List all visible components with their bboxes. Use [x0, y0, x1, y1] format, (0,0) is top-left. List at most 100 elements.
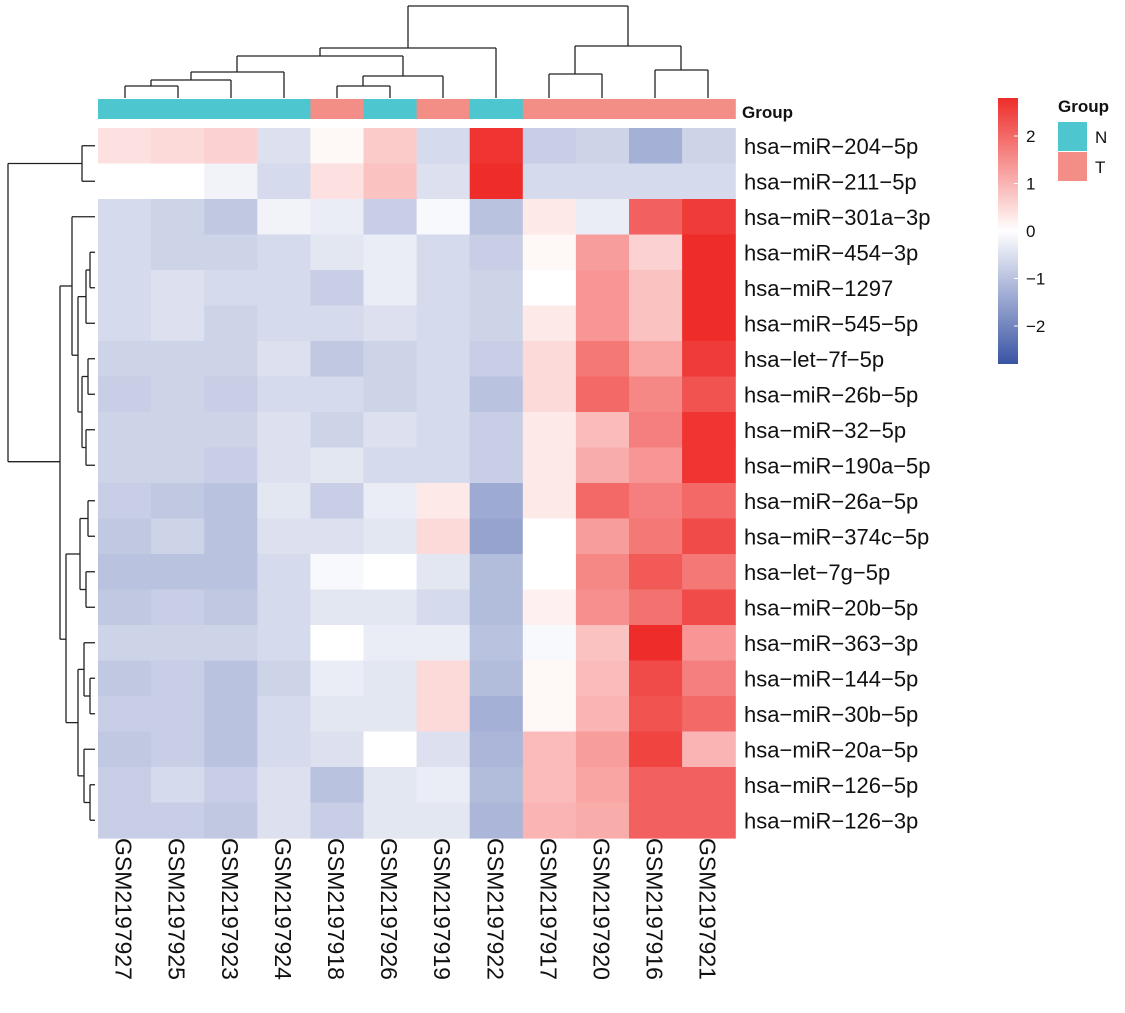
- heatmap-cell: [257, 589, 311, 626]
- heatmap-cell: [575, 234, 630, 271]
- heatmap-cell: [629, 412, 683, 449]
- row-dendrogram: [7, 145, 95, 821]
- heatmap-cell: [469, 589, 524, 626]
- heatmap-cell: [629, 305, 683, 342]
- heatmap-cell: [98, 128, 152, 165]
- heatmap-cell: [363, 589, 418, 626]
- heatmap-cell: [575, 518, 630, 555]
- gene-label: hsa−miR−26b−5p: [744, 382, 918, 407]
- heatmap-cell: [310, 767, 365, 804]
- group-annotation-cell: [257, 99, 311, 119]
- heatmap-cell: [310, 305, 365, 342]
- heatmap-cell: [98, 767, 152, 804]
- heatmap-cell: [363, 163, 418, 200]
- heatmap-cell: [310, 625, 365, 662]
- heatmap-cell: [98, 163, 152, 200]
- heatmap-cell: [682, 518, 736, 555]
- heatmap-cell: [629, 589, 683, 626]
- heatmap-cell: [575, 376, 630, 413]
- heatmap-cell: [257, 376, 311, 413]
- heatmap-cell: [98, 660, 152, 697]
- heatmap-cell: [575, 128, 630, 165]
- heatmap-cell: [310, 660, 365, 697]
- heatmap-cell: [469, 447, 524, 484]
- heatmap-cell: [257, 270, 311, 307]
- heatmap-cell: [629, 199, 683, 236]
- heatmap-cell: [363, 270, 418, 307]
- legend-label: N: [1095, 128, 1107, 147]
- heatmap-cell: [204, 199, 258, 236]
- heatmap-cell: [575, 163, 630, 200]
- gene-label: hsa−miR−144−5p: [744, 666, 918, 691]
- heatmap-cell: [363, 412, 418, 449]
- heatmap-cell: [151, 447, 205, 484]
- heatmap-cell: [416, 163, 471, 200]
- colorbar-tick-label: 1: [1026, 175, 1035, 194]
- heatmap-cell: [575, 660, 630, 697]
- heatmap-cell: [257, 802, 311, 839]
- heatmap-cell: [204, 270, 258, 307]
- heatmap-cell: [310, 589, 365, 626]
- heatmap-cell: [522, 270, 577, 307]
- heatmap-cell: [682, 696, 736, 733]
- gene-label: hsa−miR−1297: [744, 276, 893, 301]
- sample-label: GSM2197920: [588, 838, 614, 980]
- group-annotation-cell: [575, 99, 630, 119]
- heatmap-cell: [575, 802, 630, 839]
- heatmap-cell: [469, 199, 524, 236]
- heatmap-cell: [204, 518, 258, 555]
- heatmap-cell: [469, 660, 524, 697]
- heatmap-cell: [469, 234, 524, 271]
- heatmap-cell: [363, 199, 418, 236]
- heatmap-cell: [363, 767, 418, 804]
- heatmap-cell: [629, 341, 683, 378]
- heatmap-cell: [363, 376, 418, 413]
- group-annotation-cell: [416, 99, 471, 119]
- sample-labels: GSM2197927 GSM2197925 GSM2197923 GSM2197924…: [111, 838, 721, 980]
- heatmap-cell: [204, 731, 258, 768]
- gene-label: hsa−miR−26a−5p: [744, 489, 918, 514]
- heatmap-cell: [682, 376, 736, 413]
- heatmap-cell: [629, 731, 683, 768]
- heatmap-cell: [204, 660, 258, 697]
- sample-label: GSM2197927: [111, 838, 137, 980]
- heatmap-cell: [257, 305, 311, 342]
- heatmap-cell: [522, 412, 577, 449]
- heatmap-cell: [310, 234, 365, 271]
- heatmap-cell: [416, 802, 471, 839]
- heatmap-cell: [416, 412, 471, 449]
- heatmap-cell: [682, 199, 736, 236]
- heatmap-cell: [522, 128, 577, 165]
- legend-swatch: [1058, 122, 1087, 151]
- heatmap-cell: [310, 163, 365, 200]
- heatmap-cell: [522, 199, 577, 236]
- heatmap-cell: [204, 305, 258, 342]
- heatmap-cell: [522, 589, 577, 626]
- group-annotation-cell: [151, 99, 205, 119]
- gene-label: hsa−miR−30b−5p: [744, 702, 918, 727]
- heatmap-cell: [522, 305, 577, 342]
- heatmap-cell: [469, 341, 524, 378]
- colorbar-gradient: [998, 98, 1018, 364]
- heatmap-cell: [522, 802, 577, 839]
- heatmap-cell: [98, 731, 152, 768]
- heatmap-cell: [151, 305, 205, 342]
- heatmap-cell: [98, 554, 152, 591]
- heatmap-cell: [629, 802, 683, 839]
- heatmap-cell: [469, 163, 524, 200]
- heatmap-cell: [575, 270, 630, 307]
- gene-label: hsa−miR−126−3p: [744, 808, 918, 833]
- heatmap-cell: [575, 589, 630, 626]
- heatmap-cell: [522, 696, 577, 733]
- heatmap-cell: [416, 199, 471, 236]
- heatmap-cell: [363, 518, 418, 555]
- heatmap-cell: [629, 625, 683, 662]
- heatmap-cell: [98, 376, 152, 413]
- heatmap-cell: [575, 199, 630, 236]
- heatmap-cells: [98, 128, 736, 839]
- heatmap-cell: [310, 483, 365, 520]
- heatmap-cell: [522, 625, 577, 662]
- heatmap-cell: [151, 696, 205, 733]
- gene-label: hsa−miR−454−3p: [744, 240, 918, 265]
- gene-label: hsa−miR−374c−5p: [744, 524, 929, 549]
